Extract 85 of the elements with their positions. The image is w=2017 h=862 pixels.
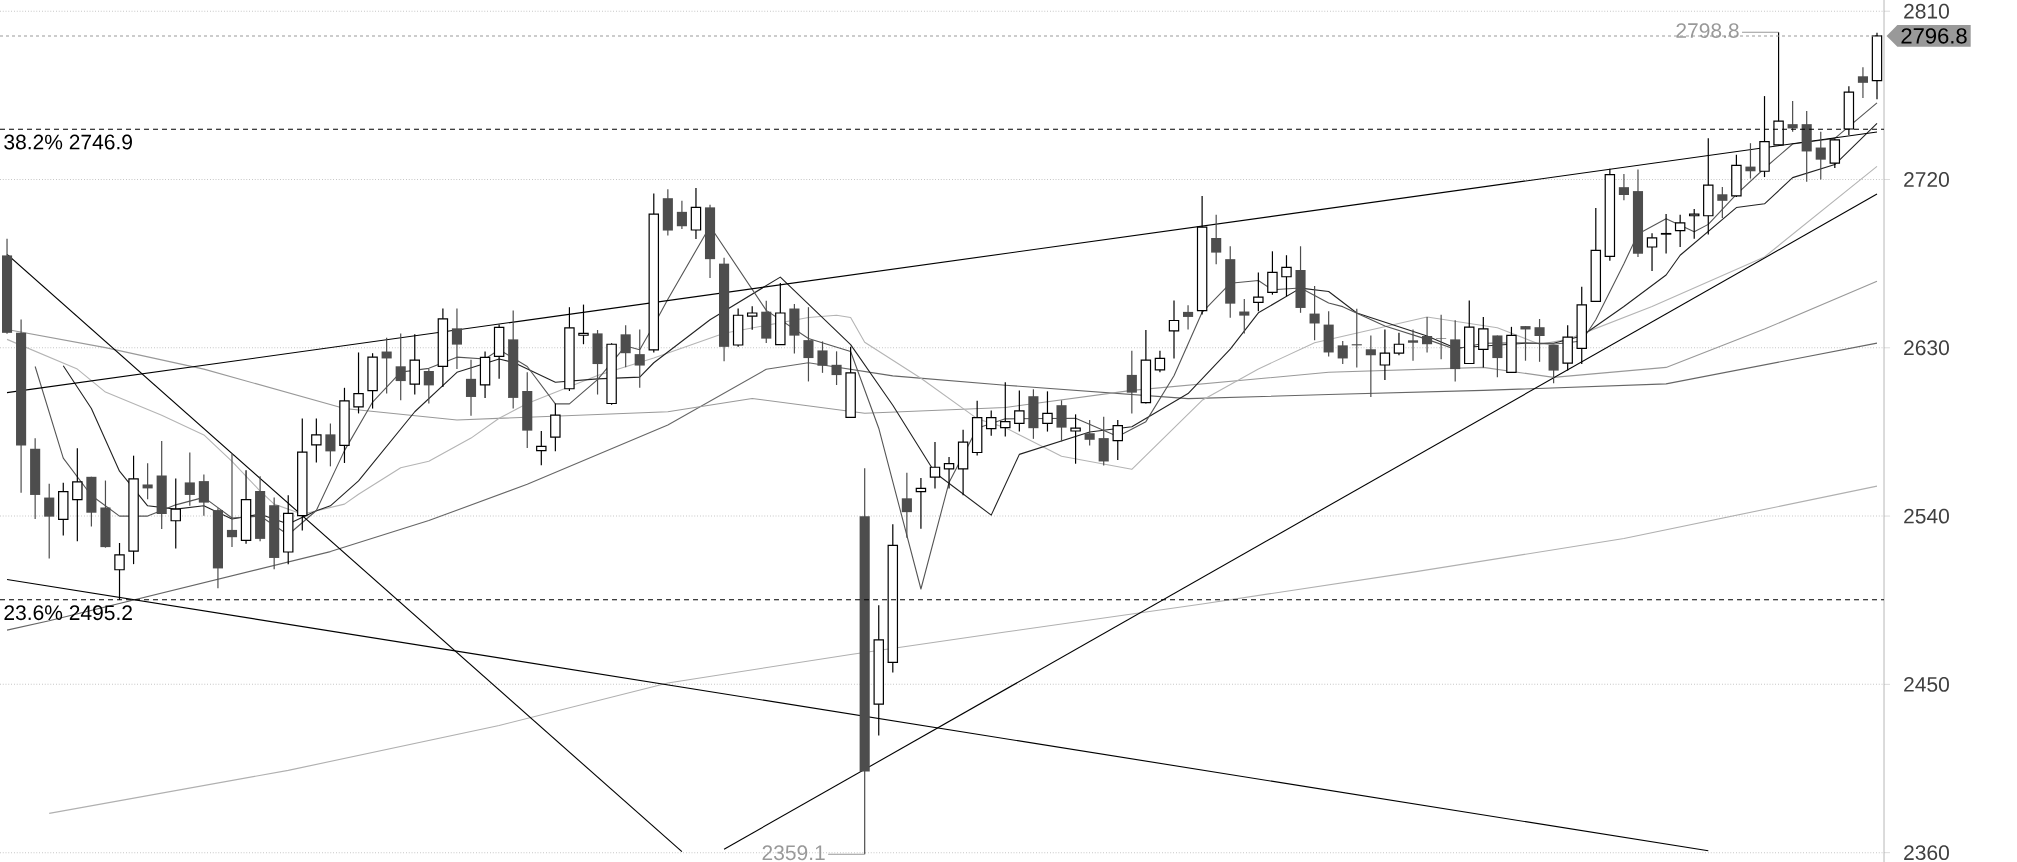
- candlestick: [1351, 308, 1362, 369]
- y-tick-label: 2450: [1904, 676, 1949, 692]
- candlestick: [170, 477, 181, 550]
- candlestick: [1407, 328, 1419, 362]
- candlestick: [1309, 285, 1320, 341]
- candlestick: [423, 368, 434, 405]
- candlestick: [1112, 419, 1123, 461]
- y-tick-label: 2630: [1904, 340, 1949, 356]
- candlestick: [1393, 332, 1405, 356]
- candlestick: [198, 473, 209, 517]
- candlestick: [550, 402, 561, 452]
- candlestick: [395, 332, 406, 401]
- candlestick: [831, 350, 842, 386]
- candlestick: [536, 430, 547, 466]
- candlestick: [465, 359, 477, 417]
- candlestick: [1422, 316, 1433, 354]
- candlestick: [1070, 413, 1081, 465]
- ref-line-label: 23.6% 2495.2: [4, 605, 132, 621]
- y-tick-label: 2360: [1904, 845, 1949, 861]
- candlestick: [1098, 416, 1109, 467]
- candlestick: [1056, 399, 1067, 443]
- y-tick-label: 2810: [1904, 3, 1949, 19]
- candlestick: [1717, 186, 1728, 219]
- candlestick: [44, 483, 55, 560]
- line-series: [62, 122, 1878, 525]
- candlestick: [1239, 298, 1250, 334]
- candlestick: [1014, 389, 1025, 433]
- candlestick: [184, 451, 195, 507]
- candlestick: [72, 447, 83, 542]
- candlestick: [1674, 214, 1686, 248]
- candlestick: [676, 200, 687, 230]
- candlestick: [1267, 250, 1278, 296]
- candlestick: [1337, 340, 1348, 365]
- ref-line-label: 2796.8: [1901, 28, 1967, 44]
- candlestick: [325, 422, 336, 467]
- y-tick-label: 2720: [1904, 172, 1949, 187]
- candlestick: [226, 452, 238, 548]
- candlestick: [634, 328, 645, 389]
- candlestick: [1253, 271, 1264, 312]
- line-series: [6, 165, 1878, 515]
- candlestick: [1646, 232, 1658, 272]
- candlestick: [929, 441, 941, 489]
- candlestick: [1688, 208, 1700, 240]
- candlestick: [1520, 325, 1531, 362]
- candlestick: [1492, 334, 1503, 378]
- candlestick: [1211, 214, 1222, 265]
- candlestick: [1084, 419, 1095, 446]
- candlestick: [915, 477, 927, 530]
- candlestick: [1478, 316, 1489, 369]
- candlestick: [1168, 299, 1180, 360]
- candlestick: [1126, 350, 1137, 415]
- candlestick: [690, 187, 702, 240]
- candlestick: [1857, 66, 1868, 99]
- candlestick: [803, 306, 814, 383]
- candlestick: [1829, 138, 1841, 169]
- line-series: [6, 342, 1878, 631]
- annotation: 2359.1: [762, 845, 825, 861]
- candlestick: [901, 472, 912, 539]
- candlestick: [1281, 254, 1292, 297]
- candlestick: [1815, 131, 1826, 181]
- candlestick: [1660, 213, 1672, 255]
- candlestick: [746, 305, 758, 331]
- candlestick: [1042, 390, 1053, 433]
- candlestick: [817, 340, 828, 374]
- candlestick: [142, 462, 153, 500]
- candlestick: [578, 303, 589, 345]
- candlestick: [943, 456, 955, 489]
- candlestick: [353, 351, 364, 415]
- candlestick: [1000, 381, 1011, 438]
- annotation: 2798.8: [1676, 23, 1739, 38]
- y-tick-label: 2540: [1904, 508, 1949, 524]
- candlestick: [1787, 100, 1798, 133]
- candlestick: [1436, 314, 1447, 360]
- candlestick: [1745, 142, 1756, 180]
- candlestick: [1618, 173, 1629, 201]
- candlestick: [451, 307, 463, 370]
- candlestick: [1183, 304, 1194, 331]
- candlestick: [985, 410, 997, 437]
- candlestick: [1365, 334, 1376, 398]
- candlestick: [1534, 318, 1545, 363]
- candlestick: [1154, 350, 1166, 373]
- candlestick: [311, 417, 322, 464]
- candlestick: [620, 324, 631, 368]
- ref-line-label: 38.2% 2746.9: [4, 134, 132, 150]
- candlestick: [1379, 328, 1391, 381]
